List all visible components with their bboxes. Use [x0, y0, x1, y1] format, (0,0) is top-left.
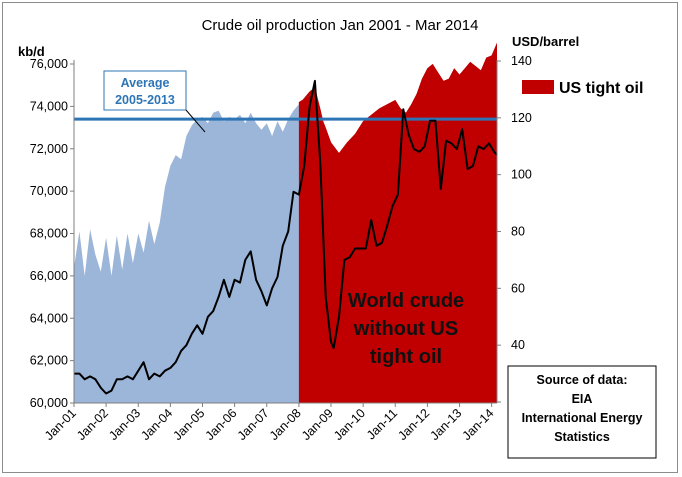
x-tick-label: Jan-12 — [395, 406, 432, 443]
x-tick-label: Jan-08 — [267, 406, 304, 443]
left-tick-label: 72,000 — [30, 142, 68, 156]
tight-oil-band — [298, 42, 497, 160]
x-tick-label: Jan-04 — [138, 406, 175, 443]
left-tick-label: 74,000 — [30, 99, 68, 113]
average-callout: Average 2005-2013 — [103, 70, 206, 133]
right-tick-label: 140 — [511, 54, 532, 68]
x-tick-label: Jan-09 — [299, 406, 336, 443]
x-tick-label: Jan-02 — [74, 406, 111, 443]
x-tick-label: Jan-11 — [364, 406, 400, 442]
source-box-frame — [507, 365, 657, 459]
x-tick-label: Jan-01 — [42, 406, 79, 443]
source-line2: EIA — [572, 392, 593, 406]
chart-title: Crude oil production Jan 2001 - Mar 2014 — [202, 17, 479, 34]
x-tick-label: Jan-07 — [235, 406, 272, 443]
series-label-line1: World crude — [348, 290, 464, 312]
left-axis-unit: kb/d — [18, 44, 45, 59]
x-tick-label: Jan-05 — [171, 406, 208, 443]
price-line — [74, 79, 498, 395]
left-tick-label: 66,000 — [30, 269, 68, 283]
average-callout-leader — [185, 109, 206, 133]
x-tick-label: Jan-03 — [106, 406, 143, 443]
average-label-line1: Average — [121, 76, 170, 90]
left-tick-label: 64,000 — [30, 311, 68, 325]
left-tick-label: 62,000 — [30, 354, 68, 368]
right-tick-label: 80 — [511, 225, 525, 239]
x-tick-label: Jan-13 — [428, 406, 465, 443]
right-tick-label: 40 — [511, 338, 525, 352]
source-line3: International Energy — [522, 411, 643, 425]
tight-oil-top-layer — [298, 42, 497, 160]
source-box: Source of data: EIA International Energy… — [507, 365, 657, 459]
source-line4: Statistics — [554, 430, 610, 444]
source-line1: Source of data: — [537, 373, 628, 387]
chart-frame — [2, 2, 678, 473]
legend-swatch-tight-oil — [522, 80, 554, 94]
left-tick-label: 68,000 — [30, 227, 68, 241]
tight-oil-area — [298, 42, 497, 404]
average-label-line2: 2005-2013 — [115, 93, 175, 107]
price-line-group — [74, 79, 498, 395]
left-tick-label: 76,000 — [30, 57, 68, 71]
right-tick-label: 100 — [511, 168, 532, 182]
left-tick-label: 70,000 — [30, 184, 68, 198]
right-axis-unit: USD/barrel — [512, 34, 579, 49]
legend: US tight oil — [522, 80, 643, 97]
right-tick-label: 120 — [511, 111, 532, 125]
tight-oil-area-group — [298, 42, 497, 404]
x-tick-label: Jan-06 — [203, 406, 240, 443]
left-tick-label: 60,000 — [30, 396, 68, 410]
series-callout: World crude without US tight oil — [348, 290, 464, 368]
right-tick-label: 60 — [511, 281, 525, 295]
legend-label-tight-oil: US tight oil — [559, 80, 643, 97]
x-tick-label: Jan-14 — [460, 406, 497, 443]
average-callout-box — [103, 70, 187, 111]
series-label-line2: without US — [353, 318, 458, 340]
x-tick-label: Jan-10 — [331, 406, 368, 443]
series-label-line3: tight oil — [370, 346, 442, 368]
